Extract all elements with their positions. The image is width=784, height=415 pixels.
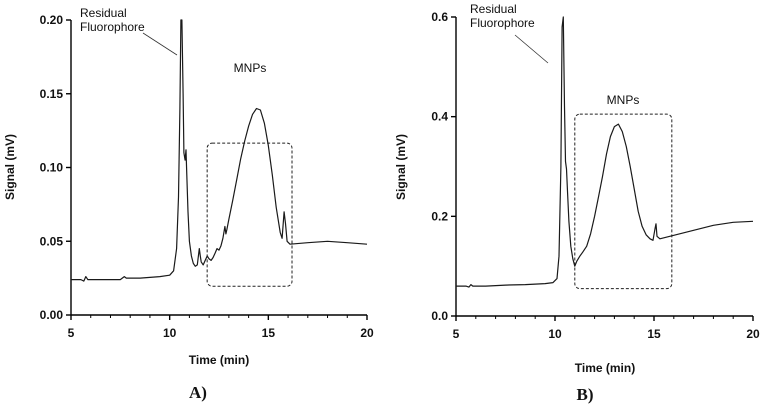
y-axis-title: Signal (mV) bbox=[394, 134, 408, 200]
residual-fluorophore-line-2: Fluorophore bbox=[470, 16, 535, 30]
y-tick-label: 0.4 bbox=[431, 110, 448, 124]
residual-fluorophore-pointer bbox=[514, 34, 549, 64]
y-tick-label: 0.2 bbox=[431, 209, 448, 223]
residual-fluorophore-line-1: Residual bbox=[470, 2, 517, 16]
y-tick-label: 0.10 bbox=[40, 161, 64, 175]
mnps-box bbox=[574, 113, 673, 290]
x-tick-label: 15 bbox=[647, 327, 661, 341]
panel-label-b: B) bbox=[577, 385, 594, 404]
x-axis-title: Time (min) bbox=[189, 353, 249, 367]
chart-panel-b: Signal (mV) Time (min) B) Residual Fluoro… bbox=[394, 2, 760, 404]
panel-label-a: A) bbox=[189, 383, 207, 402]
x-tick-label: 20 bbox=[746, 327, 760, 341]
y-tick-label: 0.0 bbox=[431, 309, 448, 323]
mnps-label: MNPs bbox=[607, 93, 640, 107]
signal-trace bbox=[71, 19, 368, 282]
x-tick-label: 15 bbox=[262, 326, 276, 340]
y-tick-label: 0.00 bbox=[40, 308, 64, 322]
residual-fluorophore-line-2: Fluorophore bbox=[80, 20, 145, 34]
y-tick-label: 0.05 bbox=[40, 234, 64, 248]
x-tick-label: 20 bbox=[360, 326, 374, 340]
x-tick-label: 10 bbox=[548, 327, 562, 341]
mnps-label: MNPs bbox=[234, 61, 267, 75]
y-tick-label: 0.6 bbox=[431, 10, 448, 24]
x-tick-label: 5 bbox=[453, 327, 460, 341]
x-tick-label: 10 bbox=[163, 326, 177, 340]
y-tick-label: 0.20 bbox=[40, 13, 64, 27]
residual-fluorophore-label: Residual Fluorophore bbox=[80, 6, 145, 34]
y-tick-label: 0.15 bbox=[40, 87, 64, 101]
residual-fluorophore-pointer bbox=[142, 32, 178, 56]
signal-trace bbox=[456, 16, 754, 288]
y-axis-title: Signal (mV) bbox=[3, 134, 17, 200]
chart-panel-a: Signal (mV) Time (min) A) Residual Fluoro… bbox=[3, 6, 374, 402]
x-axis-title: Time (min) bbox=[575, 361, 635, 375]
mnps-box bbox=[206, 142, 293, 287]
residual-fluorophore-line-1: Residual bbox=[80, 6, 127, 20]
residual-fluorophore-label: Residual Fluorophore bbox=[470, 2, 535, 30]
x-tick-label: 5 bbox=[68, 326, 75, 340]
